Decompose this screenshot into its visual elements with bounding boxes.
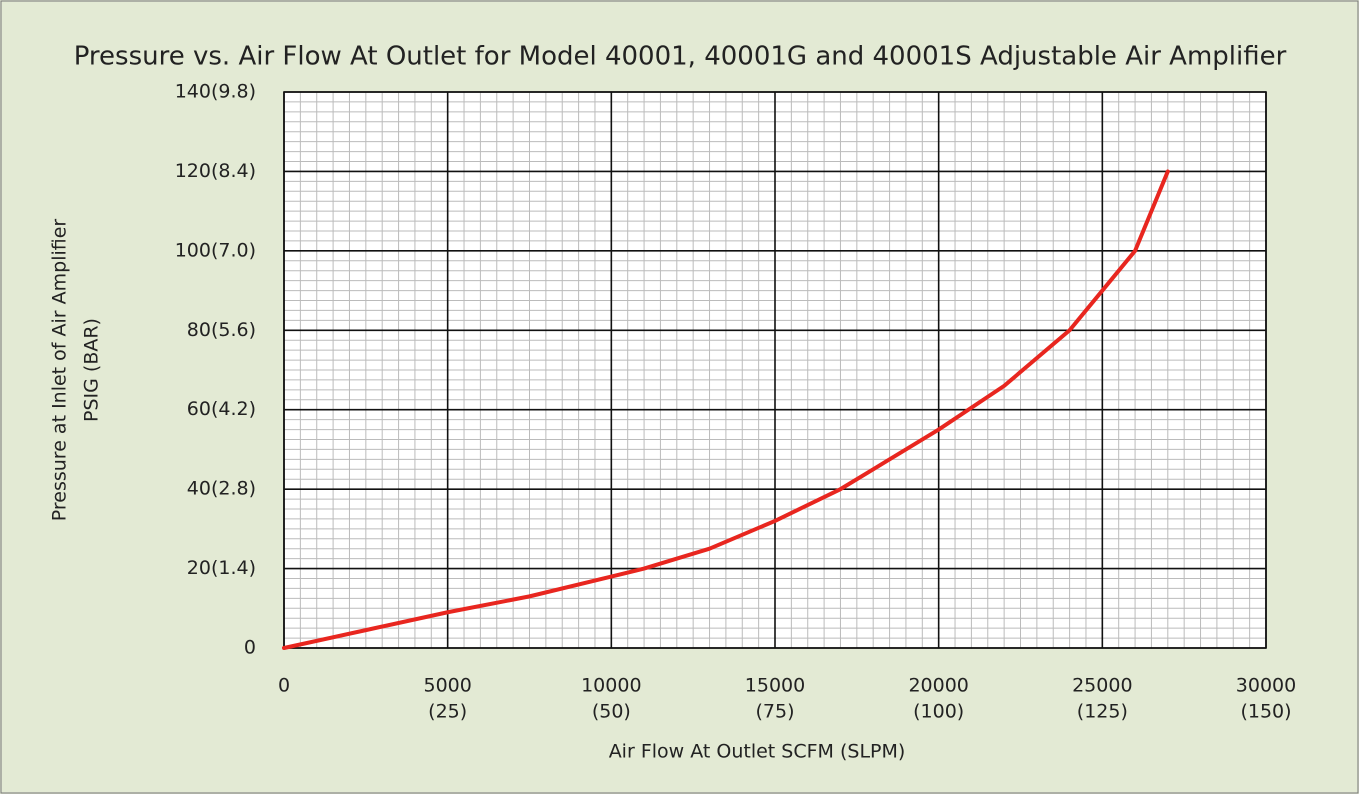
x-tick-sublabel: (75): [755, 701, 794, 723]
chart-title: Pressure vs. Air Flow At Outlet for Mode…: [74, 42, 1287, 72]
x-tick-label: 30000: [1236, 675, 1296, 697]
y-tick-label: 0: [244, 637, 256, 659]
y-tick-label: 80(5.6): [187, 319, 256, 341]
y-axis-label: Pressure at Inlet of Air Amplifier: [49, 219, 71, 522]
y-axis-label: PSIG (BAR): [81, 318, 103, 422]
x-tick-sublabel: (25): [428, 701, 467, 723]
x-tick-sublabel: (100): [913, 701, 964, 723]
x-tick-sublabel: (150): [1240, 701, 1291, 723]
x-tick-sublabel: (125): [1077, 701, 1128, 723]
x-tick-label: 15000: [745, 675, 805, 697]
y-tick-label: 140(9.8): [175, 81, 256, 103]
y-tick-label: 100(7.0): [175, 239, 256, 261]
y-tick-label: 120(8.4): [175, 160, 256, 182]
x-tick-label: 0: [278, 675, 290, 697]
plot-border: [283, 91, 1267, 649]
x-tick-sublabel: (50): [592, 701, 631, 723]
x-tick-label: 5000: [423, 675, 471, 697]
x-tick-label: 20000: [908, 675, 968, 697]
x-axis-label: Air Flow At Outlet SCFM (SLPM): [609, 741, 906, 763]
y-tick-label: 60(4.2): [187, 398, 256, 420]
x-tick-label: 25000: [1072, 675, 1132, 697]
x-tick-label: 10000: [581, 675, 641, 697]
line-series: [282, 169, 1170, 650]
y-tick-label: 20(1.4): [187, 557, 256, 579]
y-tick-label: 40(2.8): [187, 478, 256, 500]
